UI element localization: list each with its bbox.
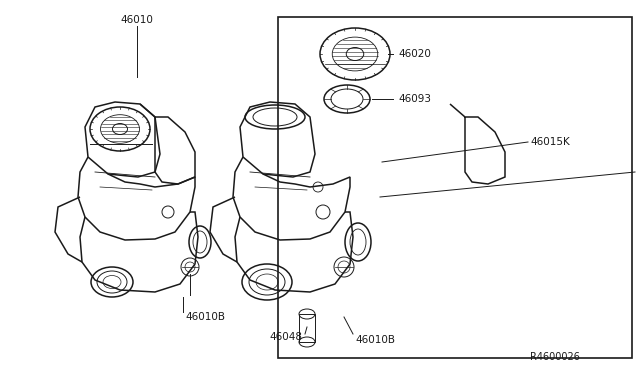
Text: 46015K: 46015K [530,137,570,147]
Text: 46020: 46020 [398,49,431,59]
Text: 46010B: 46010B [355,335,395,345]
Text: R4600026: R4600026 [530,352,580,362]
Text: 46093: 46093 [398,94,431,104]
Text: 46010: 46010 [120,15,154,25]
Bar [299,314,315,342]
Bar [278,17,632,358]
Text: 46010B: 46010B [185,312,225,322]
Text: 46048: 46048 [269,332,302,342]
